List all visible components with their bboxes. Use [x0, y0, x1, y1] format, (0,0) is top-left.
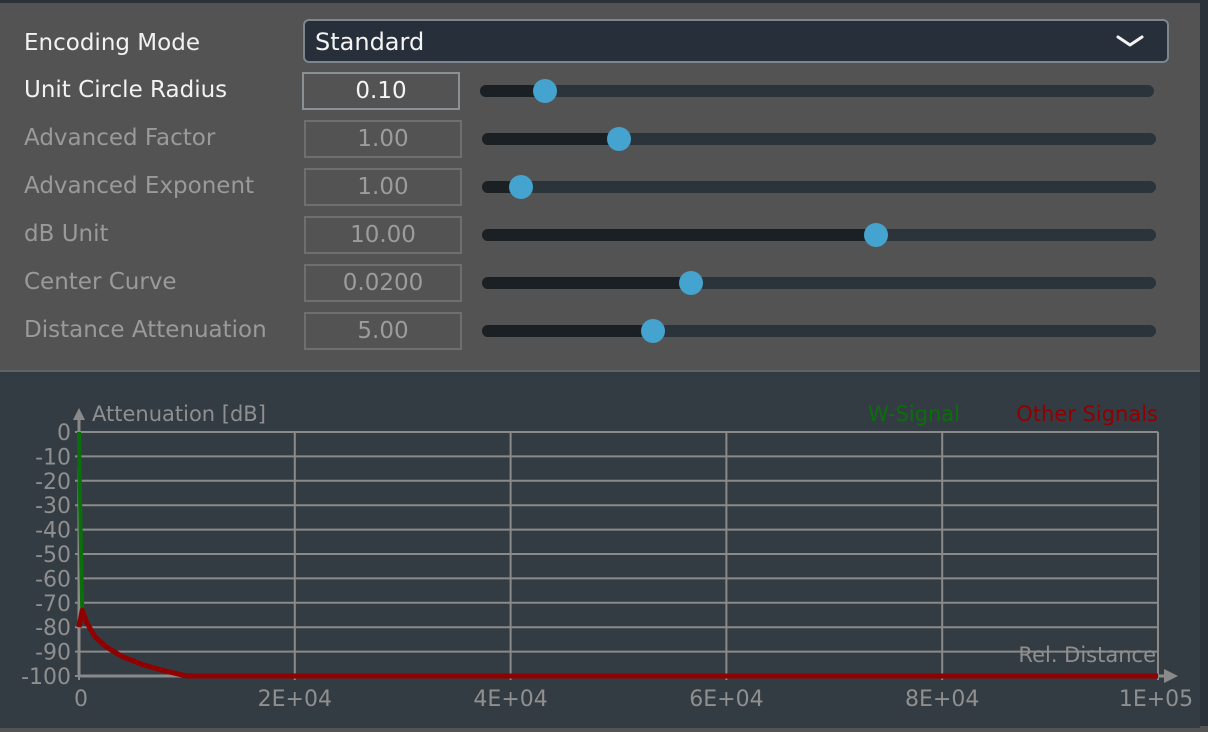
slider-fill — [482, 277, 691, 289]
chevron-down-icon — [1116, 35, 1144, 47]
y-tick-label: -60 — [35, 567, 71, 592]
db-unit-slider[interactable] — [482, 223, 1156, 247]
center-curve-label: Center Curve — [24, 269, 177, 295]
slider-fill — [480, 85, 545, 97]
center-curve-input[interactable]: 0.0200 — [304, 264, 462, 302]
distance-attenuation-slider[interactable] — [482, 319, 1156, 343]
encoding-mode-dropdown[interactable]: Standard — [303, 19, 1169, 63]
series-line-other-signals — [76, 607, 1158, 679]
attenuation-chart: 0 -10 -20 -30 -40 -50 -60 -70 -80 -90 -100 0 2E+04 4E… — [0, 370, 1200, 728]
encoding-mode-value: Standard — [315, 28, 425, 56]
unit-circle-radius-slider[interactable] — [480, 79, 1154, 103]
x-axis-label: Rel. Distance — [1018, 643, 1156, 667]
y-tick-label: -70 — [35, 592, 71, 617]
y-tick-label: -50 — [35, 543, 71, 568]
x-tick-label: 2E+04 — [258, 687, 332, 712]
y-tick-label: -80 — [35, 616, 71, 641]
slider-handle[interactable] — [864, 223, 889, 247]
y-tick-label: -100 — [21, 665, 71, 690]
db-unit-row: dB Unit 10.00 — [0, 210, 1200, 258]
advanced-factor-slider[interactable] — [482, 127, 1156, 151]
advanced-exponent-label: Advanced Exponent — [24, 173, 255, 199]
legend-w-signal: W-Signal — [868, 402, 960, 426]
distance-attenuation-label: Distance Attenuation — [24, 317, 267, 343]
legend-other-signals: Other Signals — [1016, 402, 1158, 426]
y-tick-label: -10 — [35, 445, 71, 470]
slider-fill — [482, 229, 877, 241]
center-curve-row: Center Curve 0.0200 — [0, 258, 1200, 306]
encoding-mode-label: Encoding Mode — [24, 30, 200, 56]
y-axis-label: Attenuation [dB] — [92, 402, 266, 426]
advanced-exponent-slider[interactable] — [482, 175, 1156, 199]
x-tick-label: 4E+04 — [473, 687, 547, 712]
slider-fill — [482, 133, 620, 145]
series-line-w-signal — [77, 431, 85, 611]
x-tick-label: 1E+05 — [1119, 687, 1193, 712]
slider-handle[interactable] — [641, 319, 666, 343]
advanced-factor-input[interactable]: 1.00 — [304, 120, 462, 158]
unit-circle-radius-label: Unit Circle Radius — [24, 77, 228, 103]
advanced-exponent-input[interactable]: 1.00 — [304, 168, 462, 206]
advanced-factor-row: Advanced Factor 1.00 — [0, 114, 1200, 162]
advanced-factor-label: Advanced Factor — [24, 125, 216, 151]
slider-handle[interactable] — [532, 79, 557, 103]
db-unit-input[interactable]: 10.00 — [304, 216, 462, 254]
y-tick-label: -90 — [35, 641, 71, 666]
slider-handle[interactable] — [509, 175, 534, 199]
db-unit-label: dB Unit — [24, 221, 109, 247]
y-axis-arrow — [73, 408, 85, 420]
x-tick-label: 0 — [74, 687, 88, 712]
unit-circle-radius-row: Unit Circle Radius 0.10 — [0, 66, 1200, 114]
distance-attenuation-row: Distance Attenuation 5.00 — [0, 306, 1200, 354]
y-tick-label: -30 — [35, 494, 71, 519]
x-tick-label: 8E+04 — [905, 687, 979, 712]
advanced-exponent-row: Advanced Exponent 1.00 — [0, 162, 1200, 210]
y-tick-label: -40 — [35, 519, 71, 544]
window-edge — [1200, 0, 1208, 726]
slider-handle[interactable] — [607, 127, 632, 151]
slider-fill — [482, 325, 654, 337]
center-curve-slider[interactable] — [482, 271, 1156, 295]
x-tick-label: 6E+04 — [689, 687, 763, 712]
y-tick-label: 0 — [57, 421, 71, 446]
slider-handle[interactable] — [678, 271, 703, 295]
top-border — [0, 0, 1208, 3]
unit-circle-radius-input[interactable]: 0.10 — [302, 72, 460, 110]
encoding-mode-row: Encoding Mode — [0, 19, 1200, 67]
distance-attenuation-input[interactable]: 5.00 — [304, 312, 462, 350]
y-tick-label: -20 — [35, 470, 71, 495]
x-axis-arrow — [1164, 669, 1178, 683]
